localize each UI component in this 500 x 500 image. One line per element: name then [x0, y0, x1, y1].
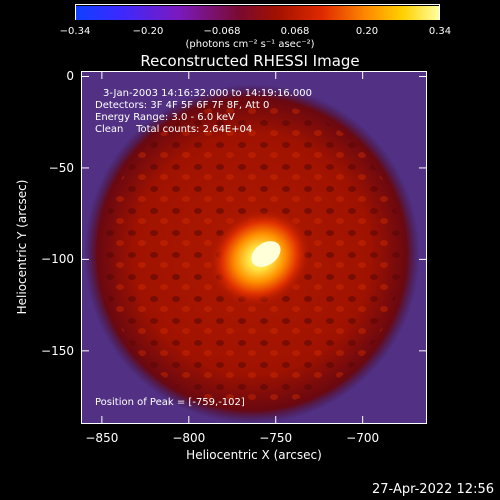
colorbar-tick: −0.20: [132, 26, 164, 37]
plot-timestamp: 27-Apr-2022 12:56: [372, 482, 494, 497]
colorbar-tick: −0.068: [203, 26, 241, 37]
y-axis-label: Heliocentric Y (arcsec): [15, 179, 29, 315]
detectors-text: Detectors: 3F 4F 5F 6F 7F 8F, Att 0: [95, 100, 270, 111]
y-tick-label: −150: [41, 343, 74, 358]
colorbar-tick: 0.34: [428, 26, 452, 37]
heatmap-image: [82, 72, 426, 423]
y-tick-label: −50: [48, 160, 74, 175]
image-plot-area: [81, 71, 427, 424]
y-tick-label: −100: [41, 252, 74, 267]
colorbar-tick: 0.068: [280, 26, 310, 37]
x-tick-label: −850: [85, 431, 119, 445]
time-range-text: 3-Jan-2003 14:16:32.000 to 14:19:16.000: [103, 88, 312, 99]
colorbar-gradient: [76, 6, 439, 20]
peak-position-text: Position of Peak = [-759,-102]: [95, 397, 245, 408]
plot-title: Reconstructed RHESSI Image: [140, 52, 360, 70]
colorbar-units: (photons cm⁻² s⁻¹ asec⁻²): [185, 39, 315, 50]
energy-range-text: Energy Range: 3.0 - 6.0 keV: [95, 112, 235, 123]
x-axis-label: Heliocentric X (arcsec): [186, 448, 322, 462]
colorbar: [75, 4, 440, 20]
colorbar-tick: −0.34: [59, 26, 91, 37]
x-tick-label: −700: [346, 431, 380, 445]
clean-counts-text: Clean Total counts: 2.64E+04: [95, 124, 253, 135]
colorbar-tick: 0.20: [355, 26, 379, 37]
y-tick-label: 0: [66, 69, 74, 84]
x-tick-label: −750: [259, 431, 293, 445]
x-tick-label: −800: [172, 431, 206, 445]
